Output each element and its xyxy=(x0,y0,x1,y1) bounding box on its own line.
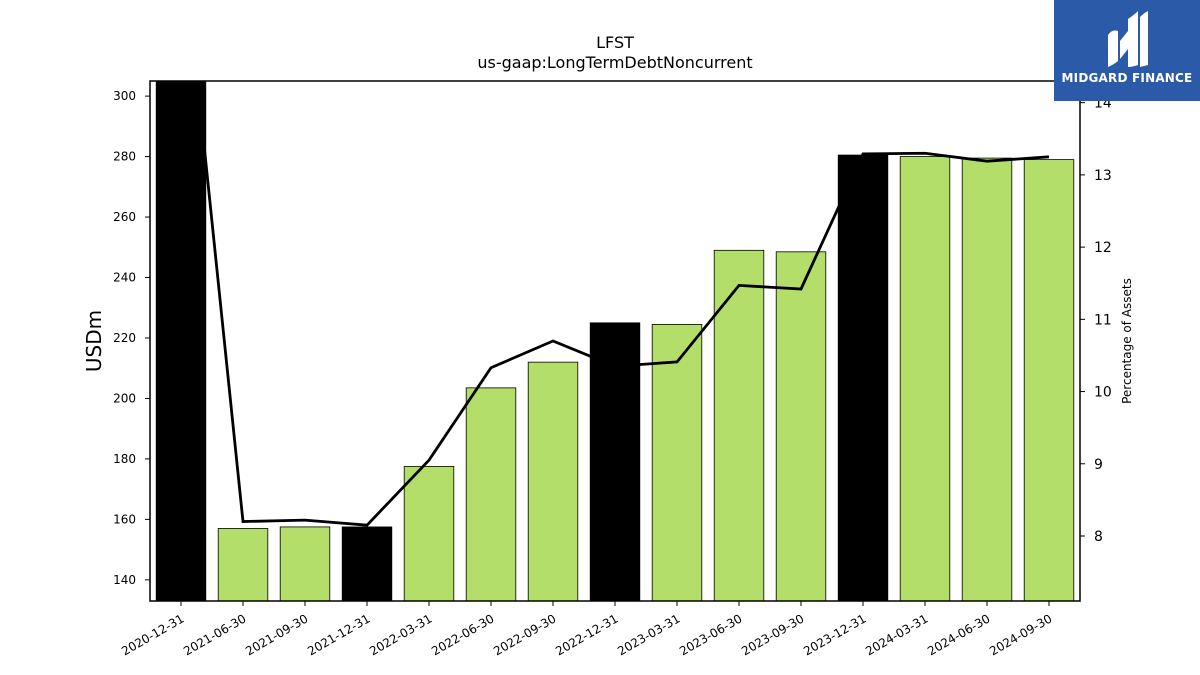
x-tick-label: 2022-03-31 xyxy=(367,611,434,658)
y2-tick-label: 9 xyxy=(1094,457,1103,473)
y-axis-left: 140 160 180 200 220 240 260 280 300 xyxy=(113,89,150,587)
bar-2022-03-31 xyxy=(403,466,455,602)
bar-2021-12-31 xyxy=(341,526,393,602)
x-tick-label: 2024-09-30 xyxy=(987,611,1054,658)
x-tick-label: 2020-12-31 xyxy=(119,611,186,658)
x-tick-label: 2022-12-31 xyxy=(553,611,620,658)
x-tick-label: 2023-09-30 xyxy=(739,611,806,658)
y-tick-label: 180 xyxy=(113,452,136,466)
x-tick-label: 2021-12-31 xyxy=(305,611,372,658)
logo-text: MIDGARD FINANCE xyxy=(1061,71,1193,85)
chart-subtitle: us-gaap:LongTermDebtNoncurrent xyxy=(477,53,752,72)
bar-2023-06-30 xyxy=(713,249,765,602)
x-tick-label: 2023-06-30 xyxy=(677,611,744,658)
x-tick-label: 2023-12-31 xyxy=(801,611,868,658)
x-tick-label: 2022-06-30 xyxy=(429,611,496,658)
y-tick-label: 160 xyxy=(113,512,136,526)
x-tick-label: 2021-09-30 xyxy=(243,611,310,658)
bar-2024-03-31 xyxy=(899,156,951,602)
y2-axis-label: Percentage of Assets xyxy=(1120,278,1134,404)
bar-2021-06-30 xyxy=(217,528,269,602)
y2-tick-label: 12 xyxy=(1094,240,1112,256)
brand-logo: MIDGARD FINANCE xyxy=(1054,0,1200,101)
x-tick-label: 2021-06-30 xyxy=(181,611,248,658)
x-tick-label: 2024-06-30 xyxy=(925,611,992,658)
line-percentage-of-assets xyxy=(196,81,1050,527)
y2-tick-label: 8 xyxy=(1094,529,1103,545)
midgard-logo-icon xyxy=(1108,11,1148,67)
bar-2023-12-31 xyxy=(837,154,889,602)
bar-2022-06-30 xyxy=(465,387,517,602)
y-axis-label: USDm xyxy=(82,310,106,372)
bar-2024-09-30 xyxy=(1023,159,1075,602)
y-tick-label: 280 xyxy=(113,150,136,164)
x-tick-label: 2023-03-31 xyxy=(615,611,682,658)
chart-title: LFST xyxy=(596,33,634,52)
bar-2023-03-31 xyxy=(651,323,703,602)
y-tick-label: 240 xyxy=(113,271,136,285)
y-tick-label: 300 xyxy=(113,89,136,103)
y-tick-label: 260 xyxy=(113,210,136,224)
line-layer xyxy=(196,81,1050,527)
bars-layer xyxy=(155,80,1075,602)
x-tick-label: 2024-03-31 xyxy=(863,611,930,658)
y-tick-label: 220 xyxy=(113,331,136,345)
bar-2021-09-30 xyxy=(279,526,331,602)
y-tick-label: 200 xyxy=(113,391,136,405)
bar-2023-09-30 xyxy=(775,251,827,602)
y2-tick-label: 10 xyxy=(1094,385,1112,401)
y2-tick-label: 11 xyxy=(1094,312,1112,328)
bar-2022-12-31 xyxy=(589,322,641,602)
x-axis: 2020-12-312021-06-302021-09-302021-12-31… xyxy=(119,601,1055,658)
x-tick-label: 2022-09-30 xyxy=(491,611,558,658)
bar-2020-12-31 xyxy=(155,80,207,602)
y-tick-label: 140 xyxy=(113,573,136,587)
bar-2022-09-30 xyxy=(527,361,579,602)
bar-2024-06-30 xyxy=(961,157,1013,602)
y2-tick-label: 13 xyxy=(1094,168,1112,184)
